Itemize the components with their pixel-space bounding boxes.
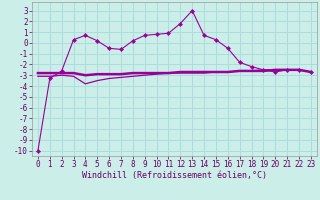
X-axis label: Windchill (Refroidissement éolien,°C): Windchill (Refroidissement éolien,°C)	[82, 171, 267, 180]
